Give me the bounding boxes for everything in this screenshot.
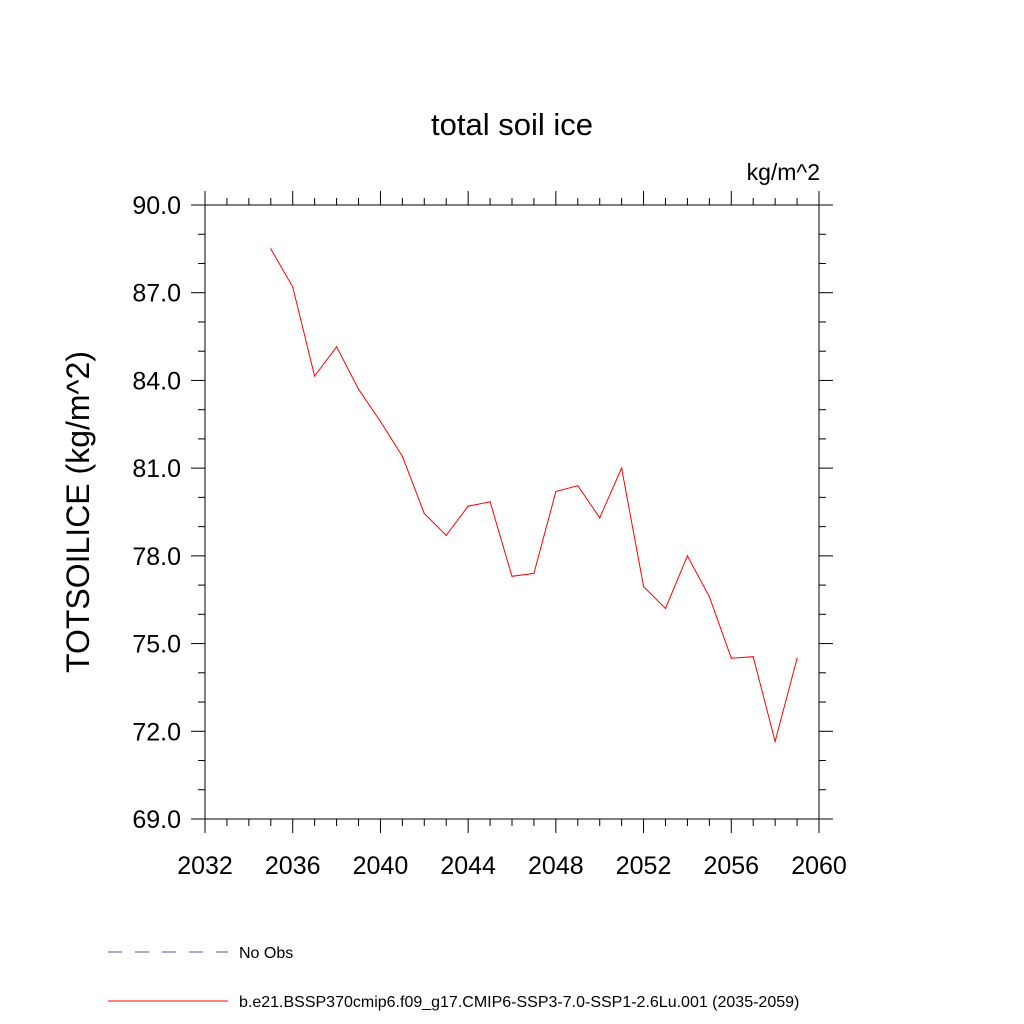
data-point: [314, 375, 316, 377]
data-point: [708, 596, 710, 598]
data-point: [335, 346, 338, 348]
legend-label: No Obs: [239, 945, 293, 962]
data-point: [445, 534, 447, 536]
plot-frame: [204, 204, 820, 820]
x-tick-label: 2040: [353, 852, 409, 880]
series-lines: [270, 248, 798, 744]
data-point: [401, 455, 403, 458]
y-axis-label: TOTSOILICE (kg/m^2): [60, 351, 96, 673]
y-tick-label: 78.0: [132, 543, 181, 571]
legend-label: b.e21.BSSP370cmip6.f09_g17.CMIP6-SSP3-7.…: [239, 994, 799, 1011]
data-point: [686, 555, 689, 557]
data-point: [599, 517, 601, 519]
x-tick-label: 2052: [616, 852, 672, 880]
data-point: [467, 505, 469, 507]
data-point: [796, 657, 798, 659]
data-point: [357, 388, 360, 390]
y-tick-label: 72.0: [132, 718, 181, 746]
x-tick-label: 2036: [265, 852, 321, 880]
data-point: [577, 485, 579, 487]
data-point: [270, 248, 272, 250]
data-point: [621, 467, 623, 469]
data-point: [664, 607, 667, 610]
y-tick-label: 81.0: [132, 455, 181, 483]
data-point: [730, 657, 732, 659]
data-point: [555, 490, 557, 493]
legend: No Obs b.e21.BSSP370cmip6.f09_g17.CMIP6-S…: [108, 945, 799, 1011]
x-tick-label: 2032: [177, 852, 233, 880]
x-tick-label: 2048: [528, 852, 584, 880]
data-point: [292, 286, 294, 288]
data-point: [423, 512, 425, 515]
data-point: [642, 585, 645, 588]
y-tick-label: 87.0: [132, 280, 181, 308]
data-point: [511, 575, 513, 577]
x-tick-label: 2056: [703, 852, 759, 880]
y-tick-label: 69.0: [132, 806, 181, 834]
chart-title: total soil ice: [431, 107, 593, 142]
axis-ticks: 69.0 72.0 75.0 78.0 81.0 84.0 87.0 90.0 2032 2036…: [132, 191, 847, 880]
data-point: [533, 572, 535, 575]
y-tick-label: 84.0: [132, 367, 181, 395]
units-label: kg/m^2: [747, 159, 820, 185]
y-tick-label: 90.0: [132, 192, 181, 220]
x-tick-label: 2060: [791, 852, 847, 880]
y-tick-label: 75.0: [132, 631, 181, 659]
series-line-2: [270, 248, 798, 744]
data-point: [752, 656, 754, 658]
data-point: [379, 420, 382, 422]
data-point: [489, 501, 491, 503]
x-tick-label: 2044: [440, 852, 496, 880]
data-point: [774, 740, 776, 743]
